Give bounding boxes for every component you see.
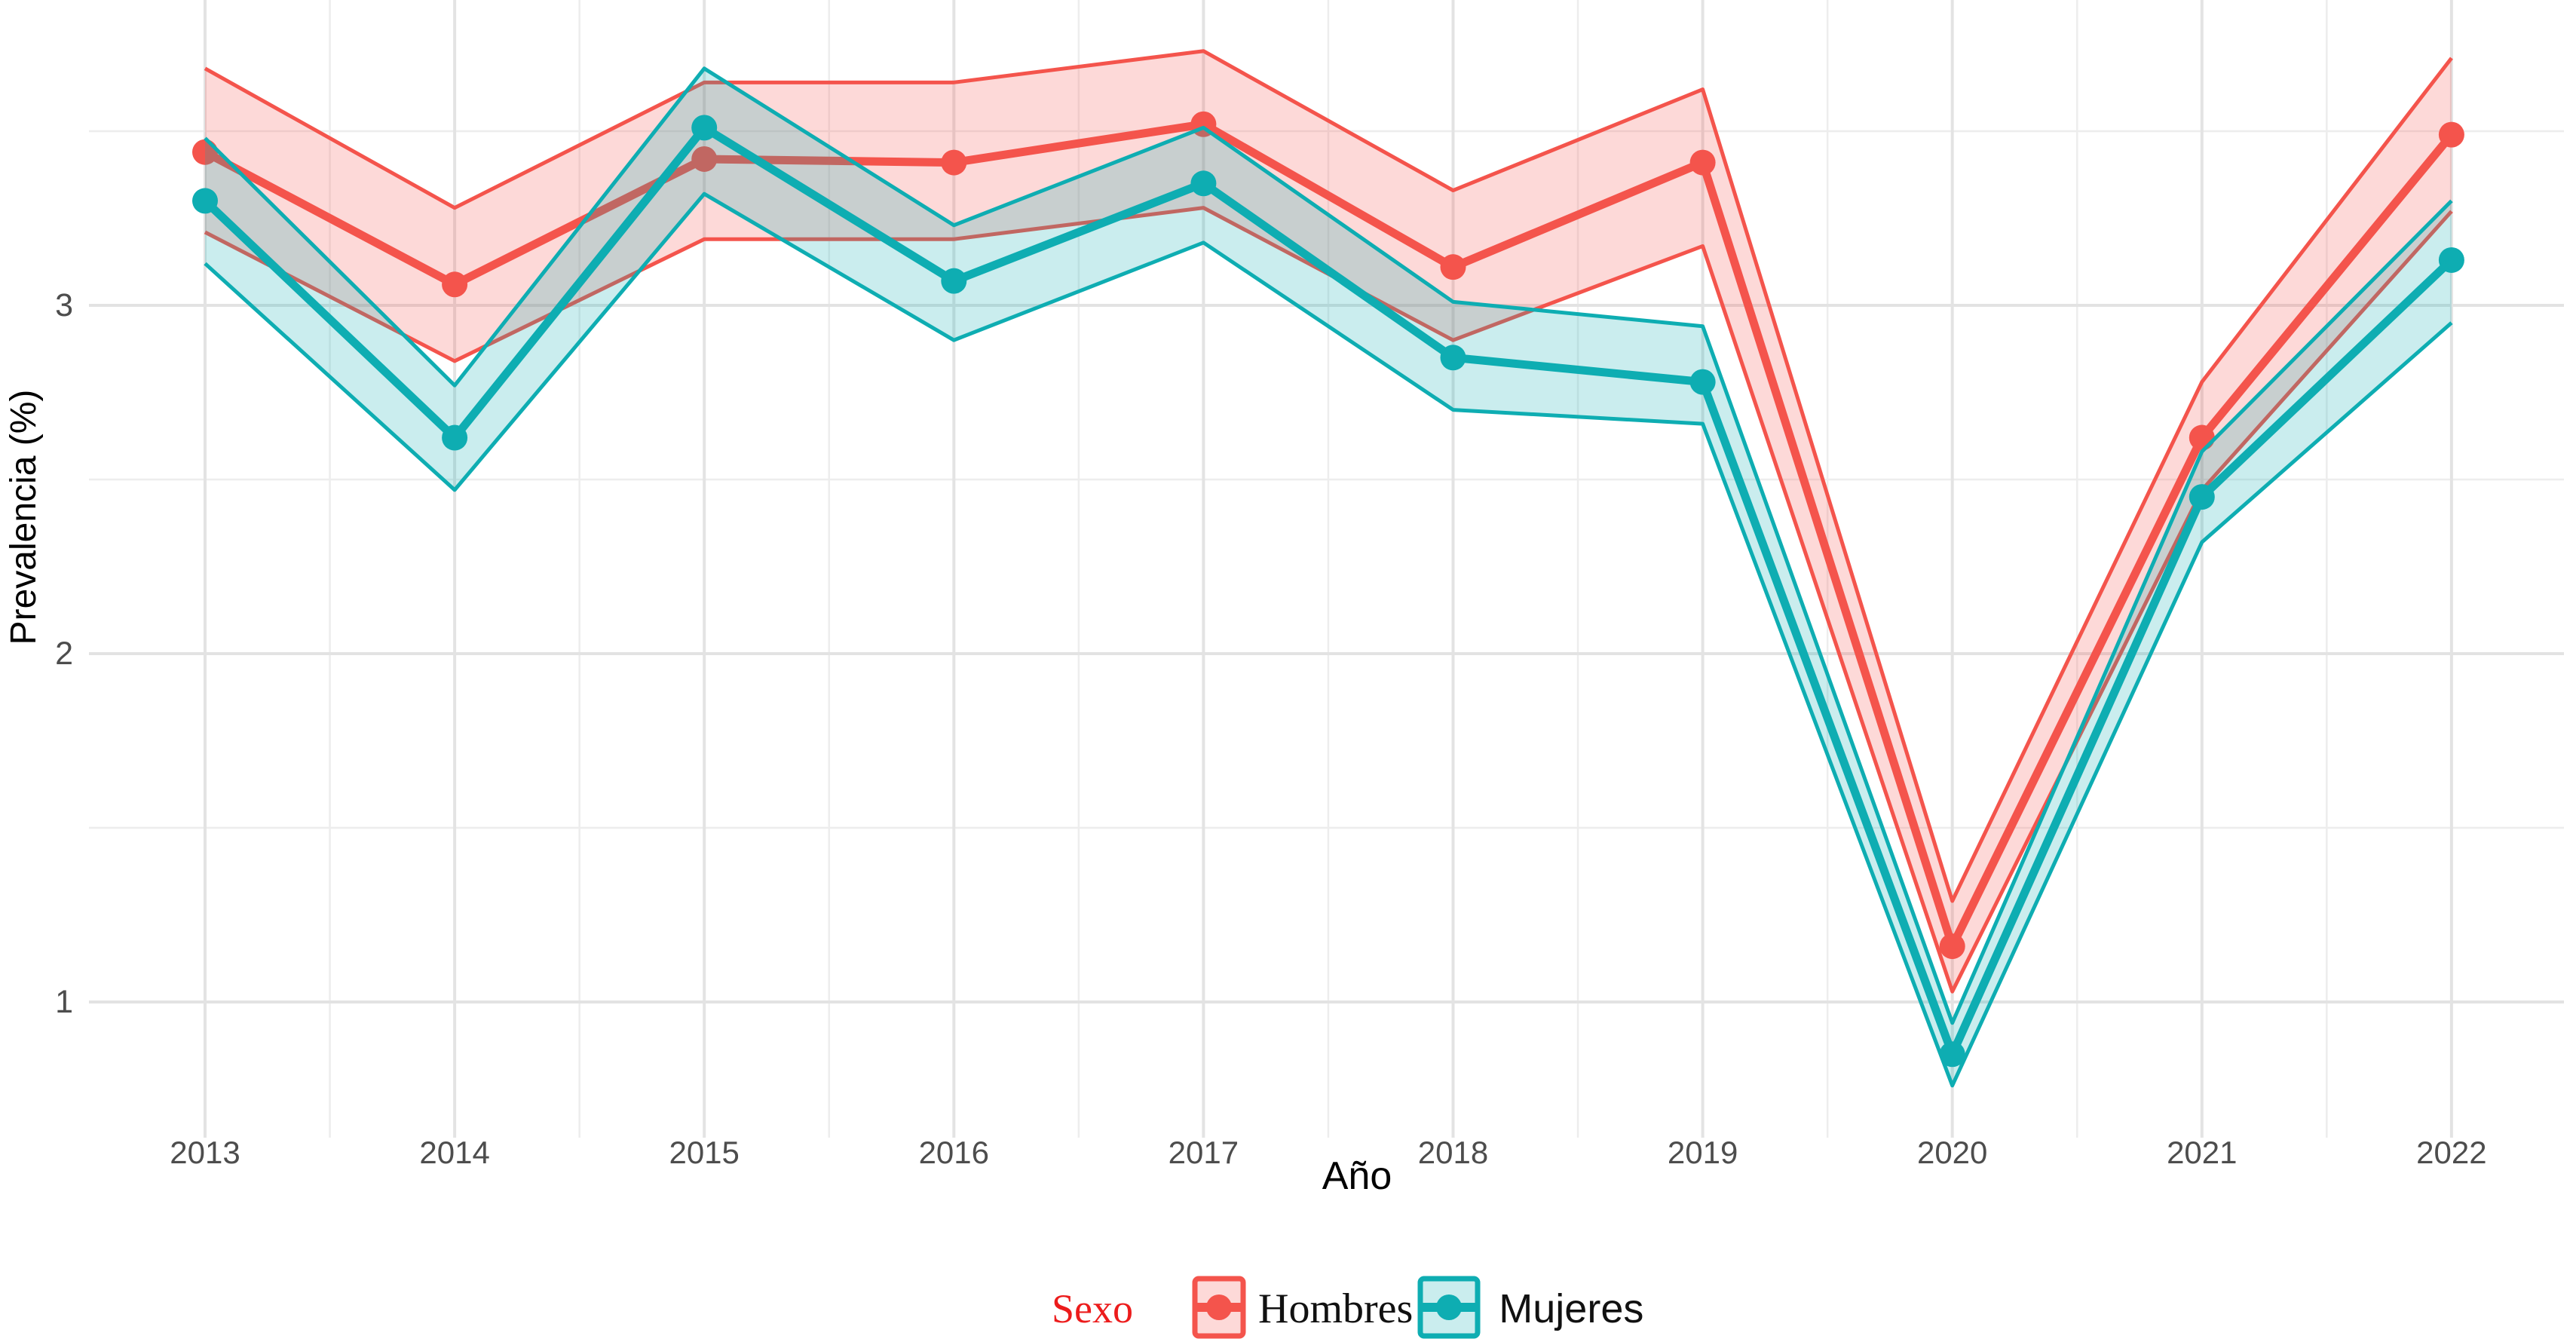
y-tick-label-2: 2 — [55, 636, 73, 672]
point-hombres-2019 — [1689, 149, 1716, 176]
legend: Sexo Hombres Mujeres — [1052, 1276, 1643, 1341]
x-tick-label-2020: 2020 — [1916, 1135, 1988, 1170]
x-tick-label-2021: 2021 — [2167, 1135, 2238, 1170]
point-hombres-2018 — [1440, 254, 1466, 280]
ci-upper-mujeres — [204, 66, 2453, 1025]
point-mujeres-2021 — [2189, 484, 2215, 510]
point-mujeres-2022 — [2438, 247, 2464, 273]
legend-key-mujeres-icon — [1417, 1276, 1481, 1342]
point-mujeres-2020 — [1939, 1041, 1965, 1068]
x-tick-label-2015: 2015 — [669, 1135, 740, 1170]
series-mujeres — [192, 66, 2464, 1088]
legend-key-hombres-icon — [1192, 1276, 1246, 1342]
x-tick-label-2013: 2013 — [170, 1135, 240, 1170]
x-tick-label-2022: 2022 — [2416, 1135, 2487, 1170]
x-tick-label-2016: 2016 — [918, 1135, 990, 1170]
legend-key-swatch — [1417, 1276, 1481, 1338]
ci-lower-mujeres — [204, 191, 2453, 1088]
point-hombres-2015 — [691, 146, 718, 172]
y-tick-label-3: 3 — [55, 287, 73, 323]
x-tick-label-2018: 2018 — [1417, 1135, 1489, 1170]
y-axis-title: Prevalencia (%) — [4, 389, 44, 645]
x-tick-label-2019: 2019 — [1667, 1135, 1738, 1170]
point-mujeres-2019 — [1689, 369, 1716, 395]
line-mujeres — [202, 123, 2455, 1059]
point-mujeres-2017 — [1190, 170, 1217, 197]
point-hombres-2020 — [1939, 933, 1965, 960]
line-hombres — [203, 120, 2455, 951]
legend-label-mujeres: Mujeres — [1499, 1286, 1644, 1331]
point-hombres-2016 — [941, 149, 967, 176]
x-axis-title: Año — [1322, 1154, 1392, 1198]
point-mujeres-2015 — [691, 115, 718, 141]
point-mujeres-2018 — [1440, 345, 1466, 371]
legend-title: Sexo — [1052, 1286, 1133, 1331]
point-mujeres-2014 — [442, 424, 468, 451]
y-tick-label-1: 1 — [55, 984, 73, 1020]
point-hombres-2014 — [442, 271, 468, 298]
point-hombres-2022 — [2438, 121, 2464, 148]
x-tick-label-2014: 2014 — [419, 1135, 490, 1170]
point-mujeres-2013 — [192, 188, 218, 214]
x-tick-label-2017: 2017 — [1168, 1135, 1239, 1170]
ci-upper-hombres — [204, 49, 2453, 903]
point-mujeres-2016 — [941, 268, 967, 294]
legend-key-swatch — [1192, 1276, 1246, 1338]
legend-label-hombres: Hombres — [1258, 1285, 1414, 1332]
